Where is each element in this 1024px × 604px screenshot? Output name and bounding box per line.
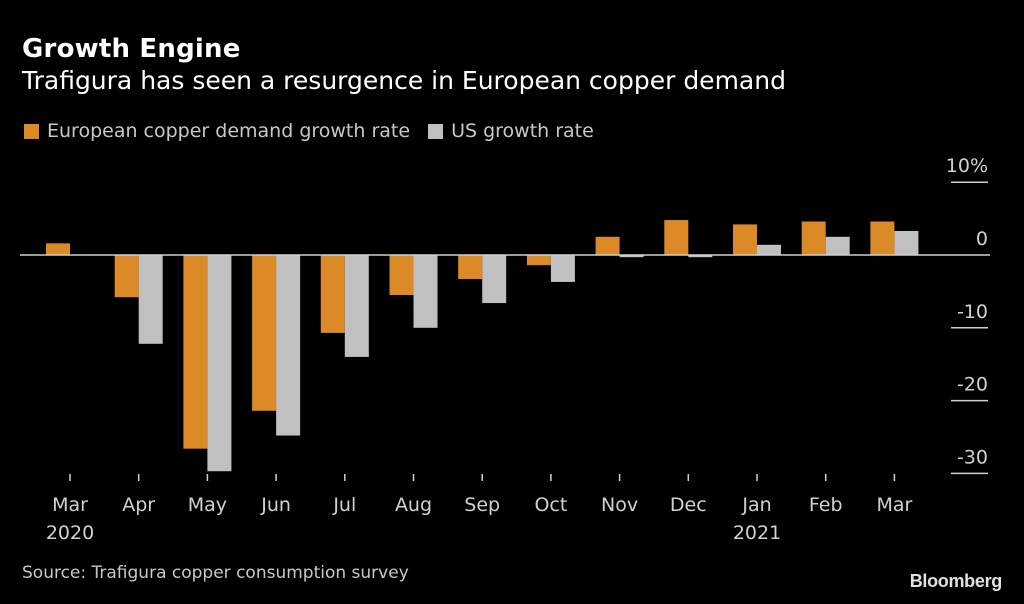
legend-swatch-us [428,123,444,139]
bar-us [825,236,850,255]
x-tick-year-label: 2021 [733,522,781,544]
bar-us [413,255,438,328]
bar-europe [801,221,826,255]
legend-swatch-europe [24,123,39,139]
y-tick-label: 0 [976,228,988,250]
bar-europe [320,255,345,333]
bar-europe [183,255,208,449]
bar-europe [114,255,139,298]
bar-europe [458,255,483,280]
bar-europe [664,220,689,255]
x-tick-label: Oct [534,494,567,516]
source-note: Source: Trafigura copper consumption sur… [22,563,409,583]
legend-item-us: US growth rate [428,120,594,142]
x-tick-label: Dec [670,494,707,516]
bar-us [207,255,232,472]
chart-subtitle: Trafigura has seen a resurgence in Europ… [22,66,786,95]
bar-europe [46,243,70,255]
x-tick-label: Feb [809,494,843,516]
bar-us [344,255,369,357]
x-tick-label: Sep [464,494,500,516]
bar-us [894,230,919,255]
x-tick-label: Jul [332,494,356,516]
x-tick-label: Nov [601,494,638,516]
legend-label-europe: European copper demand growth rate [47,120,411,142]
bar-us [276,255,301,436]
x-tick-label: Mar [52,494,88,516]
bar-europe [389,255,414,296]
bar-europe [870,221,895,255]
legend-item-europe: European copper demand growth rate [24,120,410,142]
chart-title: Growth Engine [22,34,241,64]
x-tick-label: Apr [122,494,155,516]
bar-us [138,255,163,344]
bar-europe [733,224,757,255]
y-tick-label: -30 [957,446,988,468]
x-tick-label: Jun [260,494,291,516]
bar-us [550,255,575,282]
x-tick-label: Mar [876,494,912,516]
bar-us [757,244,781,255]
bar-europe [252,255,277,411]
bar-europe [526,255,551,266]
y-tick-label: -10 [957,301,988,323]
y-tick-label: -20 [957,374,988,396]
bar-us [482,255,507,304]
x-tick-year-label: 2020 [46,522,94,544]
bloomberg-logo: Bloomberg [909,571,1003,591]
x-tick-label: May [188,494,227,516]
x-tick-label: Jan [741,494,771,516]
y-tick-label: 10% [946,155,988,177]
x-tick-label: Aug [395,494,432,516]
legend: European copper demand growth rate US gr… [24,120,612,142]
legend-label-us: US growth rate [451,120,594,142]
bar-us [619,255,644,258]
bar-europe [595,236,620,255]
bar-us [688,255,713,258]
